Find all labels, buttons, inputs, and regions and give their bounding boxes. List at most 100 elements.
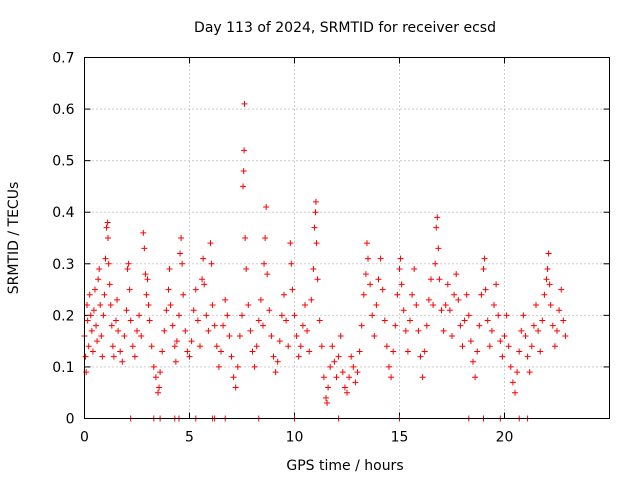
data-point bbox=[266, 307, 273, 314]
data-point bbox=[440, 327, 447, 334]
data-point bbox=[324, 400, 331, 407]
data-point bbox=[543, 276, 550, 283]
data-point bbox=[398, 281, 405, 288]
data-point bbox=[288, 260, 295, 267]
data-point bbox=[166, 265, 173, 272]
data-point bbox=[451, 291, 458, 298]
data-point bbox=[512, 389, 518, 396]
data-point bbox=[505, 343, 512, 350]
data-point bbox=[373, 302, 380, 309]
data-point bbox=[339, 369, 346, 376]
data-point bbox=[145, 302, 152, 309]
data-point bbox=[392, 322, 399, 329]
data-point bbox=[356, 348, 363, 355]
data-point bbox=[295, 353, 302, 360]
data-point bbox=[435, 245, 442, 252]
data-point bbox=[89, 348, 96, 355]
data-point bbox=[270, 353, 277, 360]
data-point bbox=[84, 302, 91, 309]
data-point bbox=[255, 317, 262, 324]
data-point bbox=[87, 312, 94, 319]
data-point bbox=[348, 353, 355, 360]
data-point bbox=[488, 327, 495, 334]
data-point bbox=[545, 250, 552, 257]
data-point bbox=[335, 353, 342, 360]
data-point bbox=[453, 271, 460, 278]
data-point bbox=[262, 235, 269, 241]
data-point bbox=[211, 322, 218, 329]
chart-title: Day 113 of 2024, SRMTID for receiver ecs… bbox=[194, 20, 496, 36]
x-tick-label: 5 bbox=[185, 430, 194, 446]
data-point bbox=[222, 296, 229, 303]
data-point bbox=[449, 332, 455, 339]
data-point bbox=[240, 167, 247, 174]
data-point bbox=[369, 312, 376, 319]
data-point bbox=[140, 229, 147, 236]
data-point bbox=[313, 240, 320, 247]
data-point bbox=[312, 198, 319, 205]
data-point bbox=[165, 286, 172, 293]
data-point bbox=[524, 353, 531, 360]
data-point bbox=[230, 374, 237, 381]
data-point bbox=[213, 343, 220, 350]
data-point bbox=[138, 332, 145, 339]
data-point bbox=[299, 322, 306, 329]
data-point bbox=[352, 379, 359, 386]
data-point bbox=[96, 265, 103, 272]
data-point bbox=[428, 276, 434, 283]
data-point bbox=[367, 281, 374, 288]
x-tick-label: 20 bbox=[496, 430, 514, 446]
data-point bbox=[188, 338, 195, 345]
x-tick-label: 10 bbox=[286, 430, 304, 446]
data-point bbox=[141, 245, 148, 252]
data-point bbox=[293, 332, 300, 339]
data-point bbox=[379, 286, 386, 293]
data-point bbox=[220, 322, 227, 329]
data-point bbox=[291, 312, 298, 319]
data-point bbox=[497, 338, 504, 345]
grid bbox=[84, 57, 610, 419]
data-point bbox=[180, 291, 187, 298]
data-point bbox=[209, 302, 216, 309]
data-point bbox=[493, 281, 500, 288]
data-point bbox=[461, 317, 468, 324]
data-point bbox=[176, 312, 182, 319]
data-point bbox=[514, 369, 521, 376]
data-point bbox=[218, 348, 224, 355]
data-point bbox=[95, 276, 102, 283]
data-point bbox=[240, 183, 247, 190]
data-point bbox=[260, 322, 266, 329]
data-point bbox=[495, 312, 502, 319]
data-point bbox=[224, 312, 231, 319]
data-point bbox=[337, 332, 344, 339]
data-point bbox=[354, 369, 361, 376]
data-point bbox=[136, 312, 143, 319]
data-point bbox=[551, 343, 558, 350]
data-point bbox=[425, 296, 432, 303]
data-point bbox=[404, 348, 411, 355]
data-point bbox=[124, 265, 131, 272]
data-point bbox=[241, 147, 248, 154]
data-point bbox=[125, 260, 132, 267]
data-point bbox=[85, 343, 92, 350]
data-point bbox=[184, 348, 191, 355]
data-point bbox=[533, 302, 539, 309]
y-tick-label: 0.2 bbox=[52, 308, 74, 324]
data-point bbox=[434, 214, 441, 221]
data-point bbox=[541, 291, 548, 298]
y-tick-label: 0.1 bbox=[52, 360, 74, 376]
data-point bbox=[90, 307, 97, 314]
data-point bbox=[556, 307, 563, 314]
data-point bbox=[251, 363, 258, 370]
data-point bbox=[537, 348, 544, 355]
data-point bbox=[190, 307, 197, 314]
y-tick-label: 0.4 bbox=[52, 205, 74, 221]
data-point bbox=[417, 353, 424, 360]
data-point bbox=[239, 312, 245, 319]
data-point bbox=[363, 240, 370, 247]
data-point bbox=[306, 348, 313, 355]
data-point bbox=[283, 317, 290, 324]
data-point bbox=[86, 291, 93, 298]
data-point bbox=[257, 296, 264, 303]
data-point bbox=[522, 332, 529, 339]
